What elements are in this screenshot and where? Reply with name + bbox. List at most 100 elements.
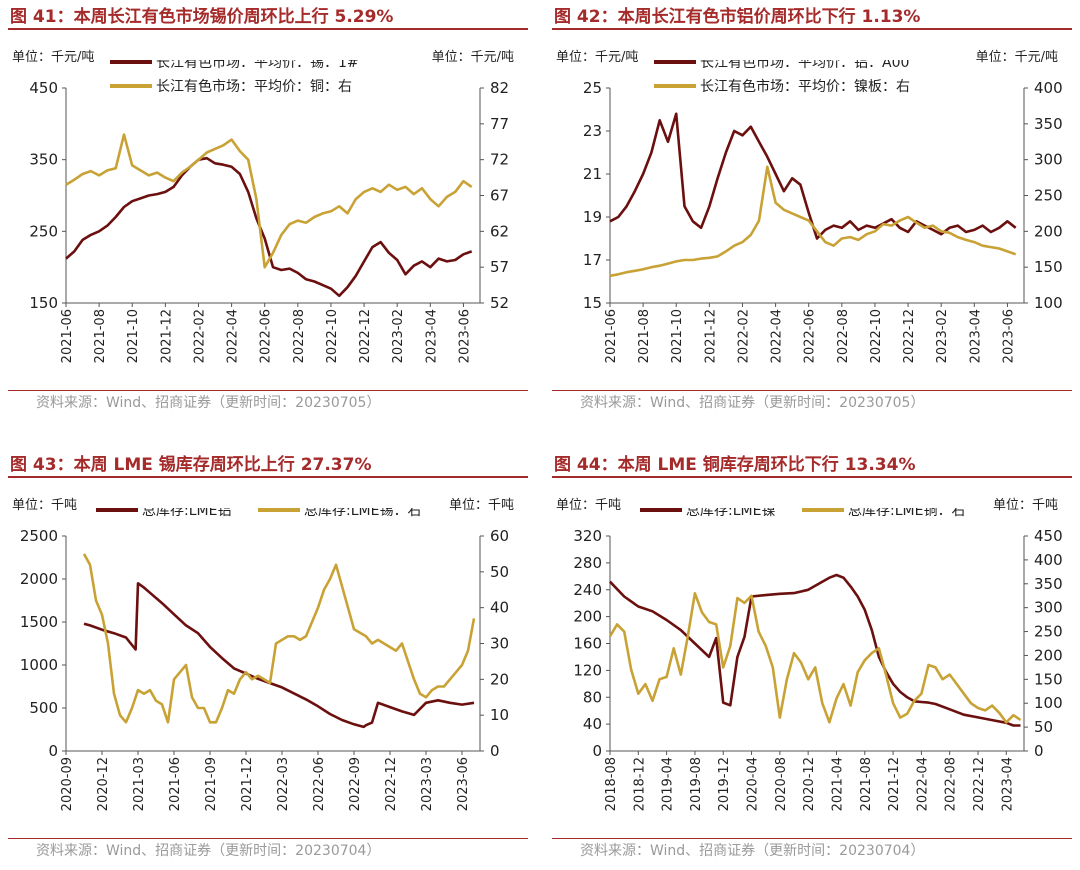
y-tick-label-left: 120: [573, 661, 602, 679]
y-tick-label-right: 250: [1034, 187, 1063, 205]
chart-43-plot: 0 500 1000 1500 2000 2500 0 10 20 30 40 50 60 2020-09…: [20, 508, 509, 811]
y-tick-label-right: 100: [1034, 294, 1063, 312]
source-rule: [8, 390, 528, 391]
series-line-2: [65, 133, 473, 269]
y-tick-label-left: 40: [583, 715, 602, 733]
x-tick-label: 2022-10: [869, 309, 884, 363]
x-tick-label: 2021-08: [859, 757, 874, 811]
unit-right: 单位：千元/吨: [975, 50, 1058, 65]
y-tick-label-left: 250: [29, 222, 58, 240]
chart-title: 图 42：本周长江有色市铝价周环比下行 1.13%: [554, 7, 921, 27]
x-tick-label: 2018-12: [632, 757, 647, 811]
x-tick-label: 2023-04: [1000, 757, 1015, 811]
source-note: 资料来源：Wind、招商证券（更新时间：20230705）: [36, 395, 381, 411]
x-tick-label: 2023-03: [420, 757, 435, 811]
y-tick-label-right: 150: [1034, 670, 1063, 688]
x-tick-label: 2019-04: [661, 757, 676, 811]
y-tick-label-left: 1000: [20, 656, 58, 674]
y-tick-label-left: 160: [573, 635, 602, 653]
y-tick-label-right: 50: [490, 563, 509, 581]
legend-label: 总库存:LME锡：右: [304, 508, 421, 519]
x-tick-label: 2021-09: [204, 757, 219, 811]
y-tick-label-left: 19: [583, 208, 602, 226]
x-tick-label: 2022-12: [902, 309, 917, 363]
series-line-1: [609, 112, 1017, 240]
title-rule: [8, 476, 528, 478]
series-line-1: [83, 582, 475, 729]
source-rule: [552, 390, 1072, 391]
chart-42-plot: 15 17 19 21 23 25 100 150 200 250 300 350 400 2021-06…: [583, 60, 1063, 363]
y-tick-label-right: 350: [1034, 115, 1063, 133]
legend-label: 总库存:LME镍: [686, 508, 775, 519]
chart-panel-44: 图 44：本周 LME 铜库存周环比下行 13.34% 单位：千吨 单位：千吨 …: [552, 448, 1072, 868]
series-line-2: [609, 165, 1017, 278]
x-tick-label: 2022-09: [348, 757, 363, 811]
x-tick-label: 2023-06: [457, 309, 472, 363]
y-tick-label-right: 57: [490, 258, 509, 276]
unit-left: 单位：千吨: [556, 498, 622, 513]
unit-left: 单位：千元/吨: [556, 50, 639, 65]
x-tick-label: 2018-08: [604, 757, 619, 811]
chart-title: 图 41：本周长江有色市场锡价周环比上行 5.29%: [10, 7, 394, 27]
x-tick-label: 2021-06: [60, 309, 75, 363]
source-rule: [8, 838, 528, 839]
x-tick-label: 2023-04: [424, 309, 439, 363]
y-tick-label-right: 20: [490, 670, 509, 688]
y-tick-label-left: 240: [573, 581, 602, 599]
y-tick-label-right: 300: [1034, 599, 1063, 617]
x-tick-label: 2021-12: [159, 309, 174, 363]
chart-41-plot: 150 250 350 450 52 57 62 67 72 77 82 2021-06 2021-08…: [29, 60, 509, 363]
y-tick-label-right: 150: [1034, 258, 1063, 276]
x-tick-label: 2022-03: [276, 757, 291, 811]
y-tick-label-right: 77: [490, 115, 509, 133]
x-tick-label: 2021-06: [604, 309, 619, 363]
chart-title: 图 44：本周 LME 铜库存周环比下行 13.34%: [554, 455, 916, 475]
x-tick-label: 2021-10: [670, 309, 685, 363]
x-tick-label: 2020-04: [746, 757, 761, 811]
y-tick-label-right: 200: [1034, 222, 1063, 240]
y-tick-label-left: 200: [573, 608, 602, 626]
y-tick-label-right: 450: [1034, 527, 1063, 545]
legend-label: 长江有色市场：平均价：铜：右: [156, 78, 352, 95]
y-tick-label-right: 50: [1034, 718, 1053, 736]
y-tick-label-right: 200: [1034, 646, 1063, 664]
x-tick-label: 2021-08: [637, 309, 652, 363]
source-note: 资料来源：Wind、招商证券（更新时间：20230704）: [580, 843, 925, 859]
y-tick-label-right: 60: [490, 527, 509, 545]
x-tick-label: 2022-04: [770, 309, 785, 363]
legend-label: 总库存:LME铜：右: [848, 508, 965, 519]
legend-label: 长江有色市场：平均价：铝：A00: [700, 60, 909, 71]
x-tick-label: 2023-02: [935, 309, 950, 363]
x-tick-label: 2022-08: [292, 309, 307, 363]
y-tick-label-left: 21: [583, 165, 602, 183]
series-line-1: [609, 573, 1021, 727]
x-tick-label: 2021-12: [703, 309, 718, 363]
unit-right: 单位：千元/吨: [431, 50, 514, 65]
y-tick-label-left: 0: [592, 742, 602, 760]
chart-title: 图 43：本周 LME 锡库存周环比上行 27.37%: [10, 455, 372, 475]
y-tick-label-left: 15: [583, 294, 602, 312]
y-tick-label-left: 25: [583, 79, 602, 97]
y-tick-label-right: 300: [1034, 151, 1063, 169]
x-tick-label: 2021-06: [168, 757, 183, 811]
x-tick-label: 2022-12: [972, 757, 987, 811]
legend-label: 长江有色市场：平均价：镍板：右: [700, 78, 910, 95]
y-tick-label-right: 40: [490, 599, 509, 617]
y-tick-label-right: 62: [490, 222, 509, 240]
y-tick-label-left: 350: [29, 151, 58, 169]
source-note: 资料来源：Wind、招商证券（更新时间：20230704）: [36, 843, 381, 859]
title-rule: [8, 28, 528, 30]
chart-panel-42: 图 42：本周长江有色市铝价周环比下行 1.13% 单位：千元/吨 单位：千元/…: [552, 0, 1072, 420]
y-tick-label-left: 17: [583, 251, 602, 269]
legend-label: 长江有色市场：平均价：锡：1#: [156, 60, 359, 71]
x-tick-label: 2022-12: [384, 757, 399, 811]
x-tick-label: 2022-06: [259, 309, 274, 363]
y-tick-label-left: 500: [29, 699, 58, 717]
y-tick-label-left: 2500: [20, 527, 58, 545]
series-line-2: [82, 553, 476, 724]
chart-panel-41: 图 41：本周长江有色市场锡价周环比上行 5.29% 单位：千元/吨 单位：千元…: [8, 0, 528, 420]
y-tick-label-right: 400: [1034, 551, 1063, 569]
x-tick-label: 2021-08: [93, 309, 108, 363]
source-note: 资料来源：Wind、招商证券（更新时间：20230705）: [580, 395, 925, 411]
chart-panel-43: 图 43：本周 LME 锡库存周环比上行 27.37% 单位：千吨 单位：千吨 …: [8, 448, 528, 868]
